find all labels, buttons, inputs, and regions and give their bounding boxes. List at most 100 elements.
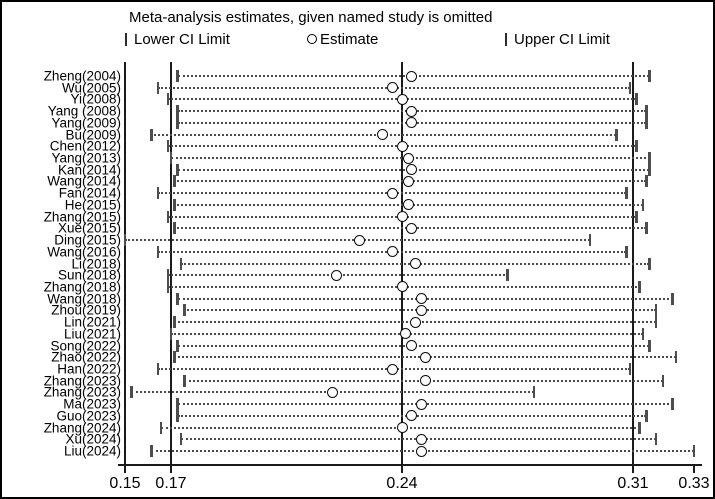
upper-ci-tick xyxy=(645,116,648,129)
study-label: Kan(2014) xyxy=(57,162,121,178)
study-label: Chen(2012) xyxy=(49,138,121,154)
upper-ci-tick xyxy=(638,421,641,434)
upper-ci-tick xyxy=(671,292,674,305)
lower-ci-tick xyxy=(156,187,160,200)
estimate-circle xyxy=(406,410,418,422)
upper-ci-tick xyxy=(615,128,618,141)
estimate-circle xyxy=(330,269,342,281)
lower-ci-tick xyxy=(166,140,169,153)
upper-ci-tick xyxy=(588,234,592,247)
x-axis-tick xyxy=(632,464,634,473)
estimate-circle xyxy=(386,246,398,258)
lower-ci-tick xyxy=(159,421,163,434)
study-label: Liu(2024) xyxy=(63,443,121,459)
legend-lower-label: Lower CI Limit xyxy=(134,30,230,48)
study-label: Yang (2008) xyxy=(47,103,121,119)
lower-ci-tick xyxy=(156,81,160,94)
upper-ci-tick xyxy=(654,316,658,329)
study-label: Bu(2009) xyxy=(65,127,121,143)
estimate-circle-icon xyxy=(307,34,317,44)
estimate-circle xyxy=(396,211,408,223)
study-label: Zhou(2019) xyxy=(51,302,121,318)
x-axis-tick xyxy=(693,464,695,473)
lower-ci-tick xyxy=(173,222,176,235)
study-label: Ding(2015) xyxy=(54,232,121,248)
study-label: Guo(2023) xyxy=(56,408,121,424)
study-label: Liu(2021) xyxy=(63,326,121,342)
study-label: Wu(2005) xyxy=(61,80,121,96)
upper-ci-tick xyxy=(654,433,658,446)
x-axis-tick-label: 0.31 xyxy=(617,475,649,492)
upper-ci-tick xyxy=(628,81,631,94)
upper-ci-tick xyxy=(671,398,674,411)
upper-ci-tick xyxy=(692,445,696,458)
estimate-circle xyxy=(406,105,418,117)
lower-ci-tick xyxy=(123,234,127,247)
study-label: Zhang(2023) xyxy=(43,373,121,389)
estimate-circle xyxy=(396,93,408,105)
lower-ci-tick xyxy=(166,269,169,282)
upper-ci-tick xyxy=(648,163,651,176)
estimate-circle xyxy=(409,258,421,270)
x-axis-tick xyxy=(124,464,126,473)
study-label: Zhang(2015) xyxy=(43,209,121,225)
estimate-circle xyxy=(327,386,339,398)
estimate-circle xyxy=(406,70,418,82)
x-axis-tick-label: 0.24 xyxy=(386,475,418,492)
lower-ci-tick xyxy=(173,198,176,211)
estimate-circle xyxy=(406,340,418,352)
y-axis-line xyxy=(124,62,126,465)
study-label: Zhang(2024) xyxy=(43,420,121,436)
lower-ci-tick xyxy=(166,280,169,293)
study-label: Wang(2016) xyxy=(47,244,121,260)
lower-ci-tick xyxy=(156,245,160,258)
upper-ci-tick xyxy=(645,105,648,118)
study-label: Zheng(2004) xyxy=(43,68,121,84)
lower-ci-tick xyxy=(166,93,169,106)
lower-ci-tick xyxy=(176,163,179,176)
study-label: Fan(2014) xyxy=(58,185,121,201)
x-axis-tick-label: 0.33 xyxy=(678,475,710,492)
lower-ci-tick xyxy=(150,128,153,141)
estimate-circle xyxy=(386,363,398,375)
upper-ci-tick xyxy=(648,339,651,352)
upper-ci-tick xyxy=(635,93,638,106)
study-label: Zhang(2023) xyxy=(43,384,121,400)
legend-item-upper-ci: Upper CI Limit xyxy=(505,30,610,48)
estimate-circle xyxy=(403,199,415,211)
upper-ci-tick xyxy=(635,210,638,223)
x-axis-tick-label: 0.17 xyxy=(155,475,187,492)
study-label: Zhang(2018) xyxy=(43,279,121,295)
study-label: Xue(2015) xyxy=(57,220,121,236)
estimate-circle xyxy=(419,375,431,387)
study-label: Song(2022) xyxy=(50,338,121,354)
estimate-circle xyxy=(416,445,428,457)
lower-ci-tick xyxy=(176,398,179,411)
study-label: Yi(2008) xyxy=(70,91,121,107)
lower-ci-tick xyxy=(173,316,176,329)
estimate-circle xyxy=(416,433,428,445)
estimate-circle xyxy=(396,422,408,434)
legend-upper-label: Upper CI Limit xyxy=(514,30,610,48)
lower-ci-tick xyxy=(183,374,186,387)
upper-ci-tick xyxy=(506,269,509,282)
lower-ci-tick xyxy=(130,386,133,399)
x-axis-line xyxy=(118,464,702,466)
estimate-circle xyxy=(403,175,415,187)
lower-ci-tick xyxy=(169,152,173,165)
lower-ci-tick xyxy=(176,70,179,82)
study-label: Ma(2023) xyxy=(63,396,121,412)
x-axis-tick xyxy=(401,464,403,473)
study-label: Li(2018) xyxy=(71,256,121,272)
lower-ci-tick xyxy=(179,433,183,446)
estimate-circle xyxy=(396,281,408,293)
study-label: Sun(2018) xyxy=(57,267,121,283)
x-axis-tick xyxy=(170,464,172,473)
lower-ci-tick xyxy=(173,175,176,188)
upper-ci-tick xyxy=(648,257,651,270)
legend-estimate-label: Estimate xyxy=(320,30,379,48)
lower-ci-tick xyxy=(183,304,186,317)
lower-ci-tick xyxy=(150,445,153,458)
estimate-circle xyxy=(406,164,418,176)
